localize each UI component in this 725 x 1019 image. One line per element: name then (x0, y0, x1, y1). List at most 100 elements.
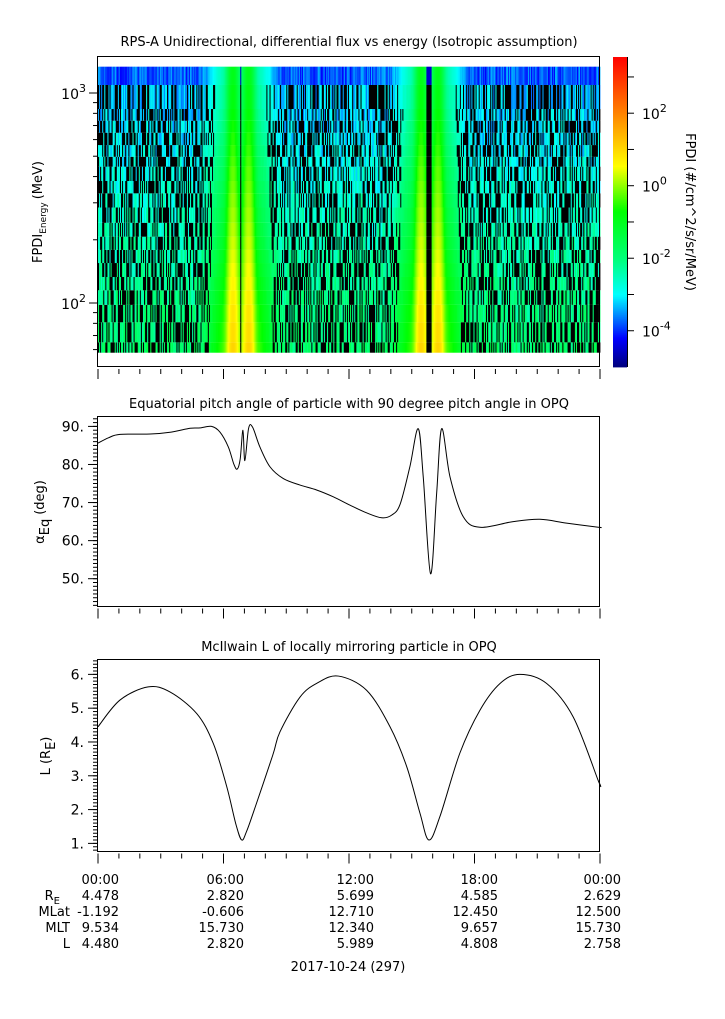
spectrogram-cell (328, 304, 330, 323)
spectrogram-cell (399, 290, 401, 305)
spectrogram-cell (431, 222, 434, 237)
spectrogram-cell (523, 276, 526, 291)
spectrogram-cell (178, 263, 180, 277)
spectrogram-cell (251, 304, 254, 323)
spectrogram-cell (299, 249, 302, 264)
spectrogram-cell (220, 276, 222, 291)
spectrogram-cell (265, 322, 267, 343)
spectrogram-cell (126, 276, 128, 291)
spectrogram-cell (122, 276, 124, 291)
spectrogram-cell (198, 263, 200, 277)
spectrogram-cell (382, 290, 384, 305)
spectrogram-cell (363, 207, 366, 223)
spectrogram-cell (450, 222, 452, 237)
spectrogram-cell (113, 222, 116, 237)
spectrogram-cell (269, 236, 271, 250)
spectrogram-cell (311, 276, 313, 291)
spectrogram-cell (398, 290, 400, 305)
spectrogram-cell (286, 249, 288, 264)
spectrogram-cell (346, 276, 349, 291)
spectrogram-cell (317, 342, 320, 353)
spectrogram-cell (210, 249, 213, 264)
spectrogram-cell (429, 263, 431, 277)
spectrogram-cell (497, 249, 499, 264)
spectrogram-cell (98, 207, 100, 223)
spectrogram-cell (249, 222, 252, 237)
spectrogram-cell (271, 222, 274, 237)
spectrogram-cell (570, 276, 573, 291)
spectrogram-cell (558, 290, 560, 305)
spectrogram-cell (591, 263, 594, 277)
spectrogram-cell (158, 290, 161, 305)
spectrogram-cell (142, 276, 145, 291)
spectrogram-cell (247, 290, 249, 305)
spectrogram-cell (136, 342, 139, 353)
spectrogram-cell (290, 263, 292, 277)
spectrogram-cell (438, 236, 441, 250)
spectrogram-cell (301, 222, 304, 237)
spectrogram-cell (460, 290, 463, 305)
spectrogram-cell (132, 222, 134, 237)
spectrogram-cell (469, 276, 471, 291)
spectrogram-cell (319, 249, 322, 264)
spectrogram-cell (102, 222, 104, 237)
spectrogram-cell (185, 193, 188, 208)
spectrogram-cell (137, 236, 140, 250)
spectrogram-cell (469, 236, 471, 250)
spectrogram-cell (450, 236, 452, 250)
spectrogram-cell (459, 342, 462, 353)
spectrogram-cell (173, 322, 175, 343)
spectrogram-cell (435, 342, 438, 353)
spectrogram-cell (182, 290, 185, 305)
spectrogram-cell (266, 322, 268, 343)
spectrogram-cell (438, 290, 441, 305)
spectrogram-cell (270, 207, 273, 223)
spectrogram-cell (436, 249, 439, 264)
spectrogram-cell (302, 207, 305, 223)
spectrogram-cell (243, 322, 245, 343)
spectrogram-cell (546, 249, 549, 264)
spectrogram-cell (416, 249, 419, 264)
spectrogram-cell (194, 290, 196, 305)
spectrogram-cell (263, 263, 265, 277)
spectrogram-cell (238, 276, 240, 291)
spectrogram-cell (429, 236, 431, 250)
spectrogram-cell (427, 342, 429, 353)
spectrogram-cell (585, 236, 587, 250)
spectrogram-cell (550, 342, 553, 353)
spectrogram-cell (369, 304, 372, 323)
spectrogram-cell (294, 304, 297, 323)
spectrogram-cell (570, 322, 573, 343)
spectrogram-cell (133, 193, 136, 208)
spectrogram-cell (353, 249, 355, 264)
spectrogram-cell (562, 342, 564, 353)
spectrogram-cell (565, 290, 567, 305)
spectrogram-cell (538, 322, 540, 343)
spectrogram-cell (233, 222, 236, 237)
spectrogram-cell (585, 290, 587, 305)
spectrogram-cell (569, 304, 572, 323)
spectrogram-cell (544, 342, 547, 353)
spectrogram-cell (203, 207, 206, 223)
spectrogram-cell (564, 207, 566, 223)
spectrogram-cell (501, 290, 504, 305)
spectrogram-cell (530, 236, 533, 250)
spectrogram-cell (535, 249, 537, 264)
spectrogram-cell (474, 342, 476, 353)
spectrogram-cell (192, 236, 194, 250)
spectrogram-cell (291, 322, 293, 343)
spectrogram-cell (551, 249, 554, 264)
spectrogram-cell (297, 249, 300, 264)
spectrogram-cell (474, 249, 476, 264)
spectrogram-cell (284, 193, 286, 208)
spectrogram-cell (244, 276, 246, 291)
spectrogram-cell (279, 236, 282, 250)
spectrogram-cell (248, 236, 251, 250)
spectrogram-cell (252, 222, 255, 237)
spectrogram-cell (528, 322, 531, 343)
spectrogram-cell (383, 236, 385, 250)
spectrogram-cell (271, 276, 274, 291)
spectrogram-cell (291, 249, 293, 264)
spectrogram-cell (578, 249, 580, 264)
spectrogram-cell (383, 249, 385, 264)
